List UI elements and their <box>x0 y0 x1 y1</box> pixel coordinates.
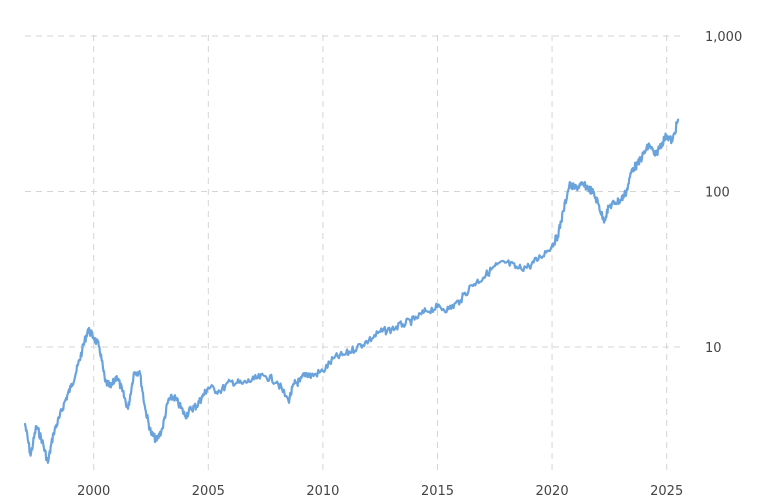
x-tick-label: 2015 <box>421 484 454 499</box>
y-tick-label: 10 <box>705 341 722 356</box>
x-tick-label: 2010 <box>306 484 339 499</box>
x-tick-label: 2025 <box>650 484 683 499</box>
x-tick-label: 2000 <box>77 484 110 499</box>
y-axis: 10 100 1,000 <box>705 30 742 356</box>
series-line <box>23 118 680 464</box>
grid <box>25 35 680 470</box>
x-tick-label: 2020 <box>536 484 569 499</box>
y-tick-label: 100 <box>705 186 730 201</box>
x-tick-label: 2005 <box>192 484 225 499</box>
x-axis: 2000 2005 2010 2015 2020 2025 <box>77 484 683 499</box>
y-tick-label: 1,000 <box>705 30 742 45</box>
